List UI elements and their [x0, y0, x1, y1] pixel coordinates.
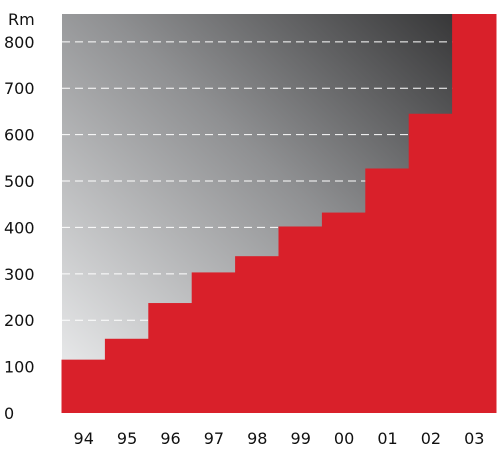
x-tick-label-96: 96 — [160, 429, 180, 448]
y-axis-label: Rm — [8, 10, 35, 29]
x-tick-label-02: 02 — [421, 429, 441, 448]
bar-94 — [61, 359, 106, 413]
bar-96 — [148, 303, 193, 413]
y-tick-label-0: 0 — [4, 404, 14, 423]
y-tick-label-400: 400 — [4, 218, 35, 237]
x-tick-label-01: 01 — [377, 429, 397, 448]
y-tick-labels: 0 100 200 300 400 500 600 700 800 — [4, 33, 35, 423]
x-tick-label-00: 00 — [334, 429, 354, 448]
y-tick-label-300: 300 — [4, 265, 35, 284]
y-tick-label-600: 600 — [4, 126, 35, 145]
bar-95 — [104, 338, 150, 413]
y-tick-label-200: 200 — [4, 311, 35, 330]
y-tick-label-800: 800 — [4, 33, 35, 52]
x-tick-label-98: 98 — [247, 429, 267, 448]
bar-99 — [278, 226, 323, 413]
y-tick-label-100: 100 — [4, 358, 35, 377]
x-tick-label-94: 94 — [74, 429, 94, 448]
bar-98 — [235, 256, 280, 413]
bar-00 — [321, 212, 367, 413]
y-tick-label-700: 700 — [4, 79, 35, 98]
x-tick-label-99: 99 — [291, 429, 311, 448]
x-tick-label-03: 03 — [464, 429, 484, 448]
bar-01 — [365, 168, 410, 413]
y-tick-label-500: 500 — [4, 172, 35, 191]
bars — [61, 14, 497, 413]
x-tick-label-95: 95 — [117, 429, 137, 448]
x-tick-labels: 94 95 96 97 98 99 00 01 02 03 — [74, 429, 485, 448]
x-tick-label-97: 97 — [204, 429, 224, 448]
bar-02 — [408, 113, 454, 413]
bar-03 — [452, 14, 497, 413]
bar-97 — [191, 272, 237, 413]
